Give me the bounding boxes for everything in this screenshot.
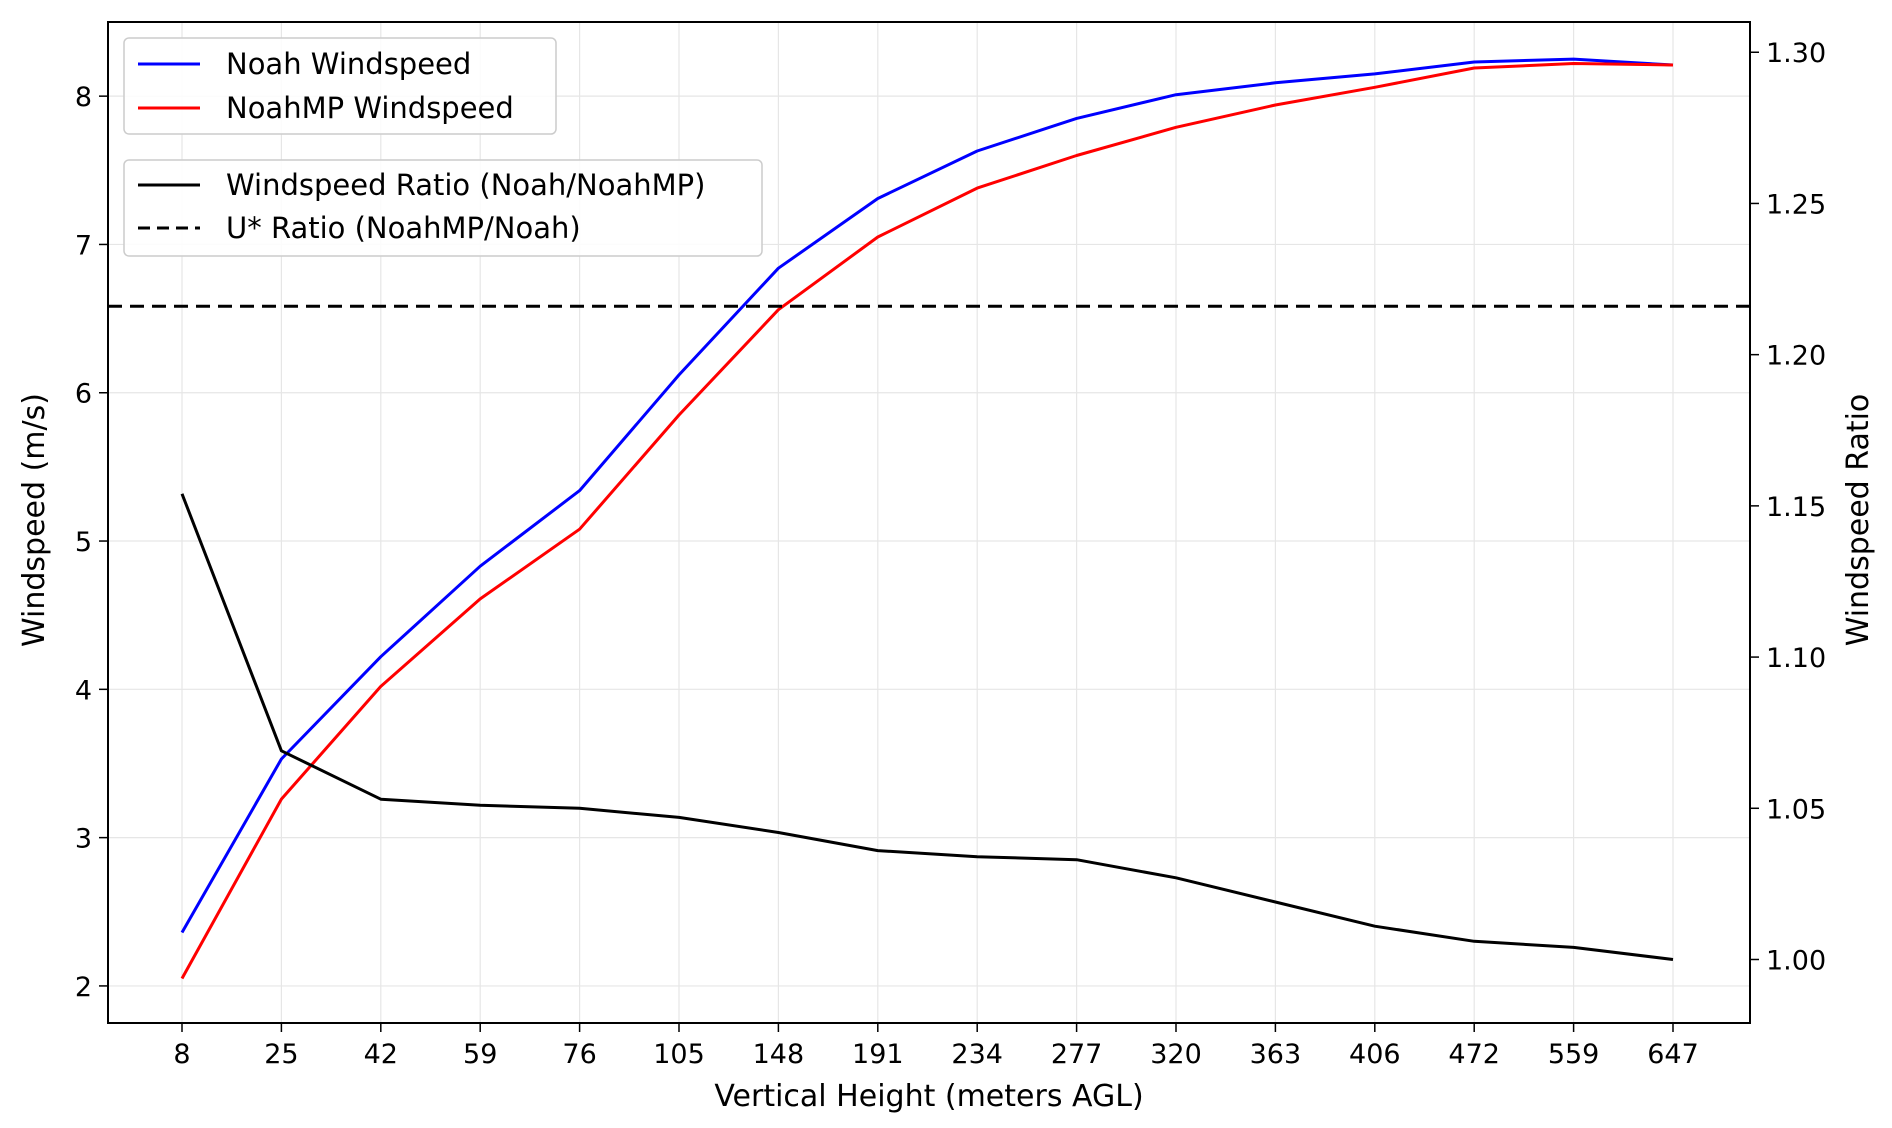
right-y-tick-label: 1.25 xyxy=(1766,189,1826,220)
x-tick-label: 277 xyxy=(1051,1039,1103,1070)
legend-label-noah: Noah Windspeed xyxy=(226,47,471,81)
legend-box xyxy=(123,159,763,257)
right-y-tick-label: 1.30 xyxy=(1766,38,1826,69)
x-tick-label: 559 xyxy=(1548,1039,1600,1070)
x-tick-label: 76 xyxy=(562,1039,596,1070)
right-y-tick-label: 1.00 xyxy=(1766,945,1826,976)
right-y-tick-label: 1.20 xyxy=(1766,341,1826,372)
left-y-tick-label: 8 xyxy=(75,82,92,113)
legend-ratio: Windspeed Ratio (Noah/NoahMP) U* Ratio (… xyxy=(123,159,763,257)
x-tick-label: 42 xyxy=(364,1039,398,1070)
x-tick-label: 191 xyxy=(852,1039,904,1070)
left-y-tick-label: 5 xyxy=(75,527,92,558)
legend-label-ustar-ratio: U* Ratio (NoahMP/Noah) xyxy=(226,211,581,245)
x-tick-label: 406 xyxy=(1349,1039,1401,1070)
x-axis-ticks: 8 25 42 59 76 105 148 191 234 277 320 363 406 472 559 6… xyxy=(173,1023,1699,1070)
x-tick-label: 8 xyxy=(173,1039,190,1070)
x-tick-label: 105 xyxy=(653,1039,705,1070)
plot-frame xyxy=(107,21,1751,1024)
legend-label-noahmp: NoahMP Windspeed xyxy=(226,91,514,125)
right-y-axis-title: Windspeed Ratio xyxy=(1841,394,1876,647)
right-y-axis-ticks: 1.00 1.05 1.10 1.15 1.20 1.25 1.30 xyxy=(1750,38,1826,976)
left-y-tick-label: 2 xyxy=(75,972,92,1003)
x-tick-label: 472 xyxy=(1448,1039,1500,1070)
x-tick-label: 647 xyxy=(1647,1039,1699,1070)
x-tick-label: 148 xyxy=(753,1039,805,1070)
x-tick-label: 59 xyxy=(463,1039,497,1070)
right-y-tick-label: 1.10 xyxy=(1766,643,1826,674)
series-lines xyxy=(108,57,1750,980)
x-tick-label: 234 xyxy=(951,1039,1003,1070)
left-y-tick-label: 3 xyxy=(75,824,92,855)
x-tick-label: 363 xyxy=(1250,1039,1302,1070)
left-y-tick-label: 4 xyxy=(75,675,92,706)
windspeed-ratio-noah-noahmp-line xyxy=(180,493,1674,961)
x-axis-title: Vertical Height (meters AGL) xyxy=(714,1079,1143,1114)
left-y-tick-label: 6 xyxy=(75,379,92,410)
right-y-tick-label: 1.05 xyxy=(1766,794,1826,825)
legend-label-windspeed-ratio: Windspeed Ratio (Noah/NoahMP) xyxy=(226,168,705,202)
left-y-axis-ticks: 2 3 4 5 6 7 8 xyxy=(75,82,108,1003)
left-y-tick-label: 7 xyxy=(75,230,92,261)
noahmp-windspeed-line xyxy=(180,62,1674,980)
legend-box xyxy=(123,37,557,135)
noah-windspeed-line xyxy=(180,57,1674,934)
left-y-axis-title: Windspeed (m/s) xyxy=(17,393,52,647)
x-tick-label: 25 xyxy=(264,1039,298,1070)
right-y-tick-label: 1.15 xyxy=(1766,492,1826,523)
legend-windspeed: Noah Windspeed NoahMP Windspeed xyxy=(123,37,557,135)
x-tick-label: 320 xyxy=(1150,1039,1202,1070)
